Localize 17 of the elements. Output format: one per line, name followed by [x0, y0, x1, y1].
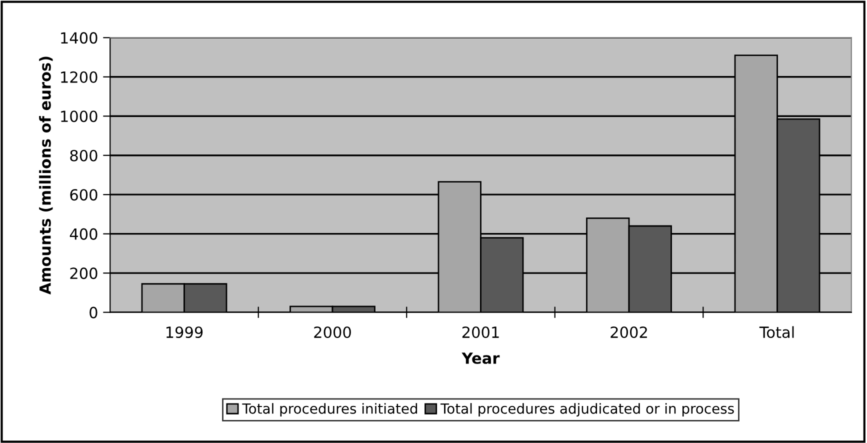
- y-tick-label: 200: [70, 268, 98, 280]
- y-tick-label: 0: [90, 306, 98, 318]
- y-tick-label: 400: [70, 228, 98, 240]
- y-tick-label: 800: [70, 150, 98, 162]
- y-tick-label: 1400: [61, 32, 98, 44]
- x-tick-label: 2001: [462, 326, 499, 338]
- x-tick-label: 1999: [166, 326, 203, 338]
- x-tick-label: Total: [759, 326, 794, 338]
- x-axis-title: Year: [462, 352, 500, 364]
- x-tick-label: 2002: [610, 326, 647, 338]
- y-tick-label: 600: [70, 189, 98, 201]
- legend-label: Total procedures adjudicated or in process: [440, 403, 734, 417]
- y-axis-title: Amounts (millions of euros): [39, 56, 53, 294]
- y-tick-label: 1000: [61, 110, 98, 122]
- x-tick-label: 2000: [314, 326, 351, 338]
- y-tick-label: 1200: [61, 71, 98, 83]
- legend-label: Total procedures initiated: [242, 403, 418, 417]
